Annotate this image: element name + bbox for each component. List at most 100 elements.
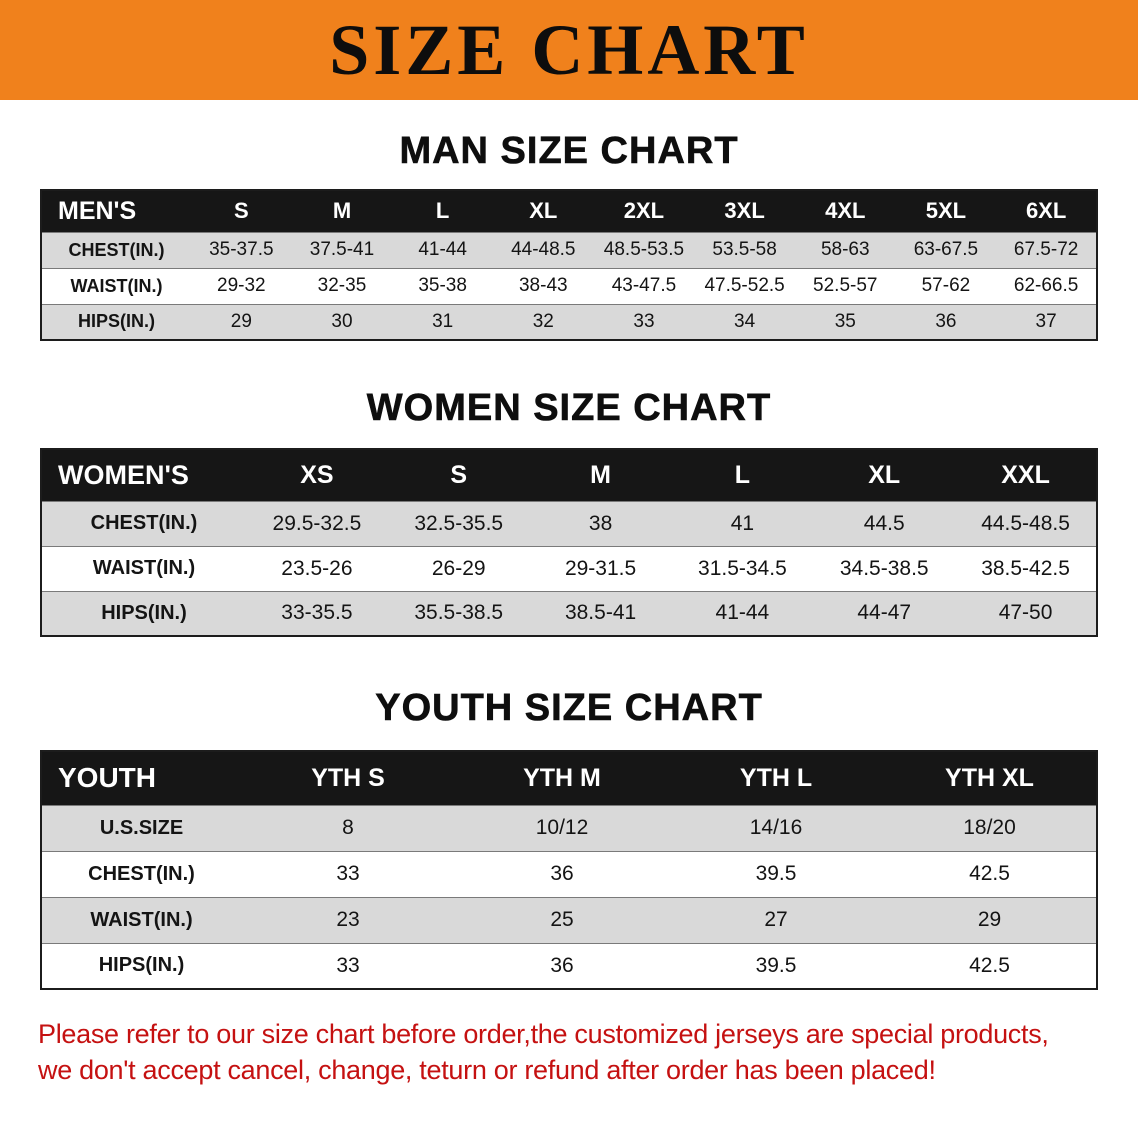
row-label: WAIST(IN.) bbox=[90, 908, 193, 931]
row-label: WAIST(IN.) bbox=[70, 275, 163, 296]
size-value: 35 bbox=[834, 310, 856, 332]
size-value: 63-67.5 bbox=[913, 239, 979, 260]
size-value: 47-50 bbox=[998, 601, 1053, 625]
row-label: WAIST(IN.) bbox=[92, 557, 196, 579]
size-value: 37.5-41 bbox=[309, 239, 375, 260]
size-value: 32.5-35.5 bbox=[414, 511, 504, 535]
size-column-header: L bbox=[671, 449, 814, 501]
size-value: 33-35.5 bbox=[281, 601, 353, 625]
size-column-header: YTH L bbox=[669, 751, 883, 805]
men-section-heading: MAN SIZE CHART bbox=[399, 130, 739, 173]
table-row: WAIST(IN.) 23.5-26 26-29 29-31.5 31.5-34.5 34… bbox=[41, 546, 1097, 591]
size-column-header: YTH XL bbox=[883, 751, 1097, 805]
size-value: 39.5 bbox=[755, 862, 797, 885]
table-row: CHEST(IN.) 33 36 39.5 42.5 bbox=[41, 851, 1097, 897]
size-value: 41-44 bbox=[418, 239, 467, 260]
size-value: 29 bbox=[230, 310, 252, 332]
row-label: HIPS(IN.) bbox=[98, 954, 185, 977]
women-section-heading: WOMEN SIZE CHART bbox=[366, 387, 772, 430]
size-column-header: 4XL bbox=[794, 190, 896, 232]
size-value: 38.5-41 bbox=[564, 601, 637, 625]
size-value: 36 bbox=[550, 953, 574, 977]
size-column-header: M bbox=[529, 449, 672, 501]
size-value: 36 bbox=[935, 310, 957, 332]
size-value: 34 bbox=[734, 310, 756, 332]
size-value: 43-47.5 bbox=[611, 275, 677, 296]
size-value: 44.5 bbox=[863, 511, 905, 535]
size-value: 29 bbox=[977, 908, 1002, 931]
youth-size-section: YOUTH SIZE CHART YOUTH YTH S YTH M YTH L YTH… bbox=[0, 687, 1138, 990]
table-header-row: WOMEN'S XS S M L XL XXL bbox=[41, 449, 1097, 501]
size-value: 53.5-58 bbox=[712, 239, 777, 260]
size-value: 38 bbox=[588, 511, 613, 535]
size-value: 58-63 bbox=[820, 239, 870, 260]
table-corner-label: MEN'S bbox=[41, 190, 191, 232]
size-value: 33 bbox=[336, 862, 360, 885]
size-column-header: XL bbox=[492, 190, 594, 232]
row-label: HIPS(IN.) bbox=[77, 311, 155, 332]
women-size-section: WOMEN SIZE CHART WOMEN'S XS S M L XL XXL CHEST(… bbox=[0, 387, 1138, 637]
table-row: HIPS(IN.) 29 30 31 32 33 34 35 36 37 bbox=[41, 304, 1097, 340]
table-row: WAIST(IN.) 23 25 27 29 bbox=[41, 897, 1097, 943]
size-value: 57-62 bbox=[921, 275, 971, 296]
table-row: HIPS(IN.) 33 36 39.5 42.5 bbox=[41, 943, 1097, 989]
size-column-header: S bbox=[191, 190, 292, 232]
table-row: CHEST(IN.) 35-37.5 37.5-41 41-44 44-48.5 48.5… bbox=[41, 232, 1097, 268]
women-size-table: WOMEN'S XS S M L XL XXL CHEST(IN.) 29.5-32.5 32.5… bbox=[40, 448, 1098, 637]
size-value: 29-32 bbox=[217, 275, 266, 296]
size-column-header: 3XL bbox=[694, 190, 795, 232]
size-value: 27 bbox=[764, 908, 788, 931]
size-value: 33 bbox=[336, 953, 360, 977]
men-size-table: MEN'S S M L XL 2XL 3XL 4XL 5XL 6XL CHEST(IN.) 35-37… bbox=[40, 189, 1098, 341]
size-value: 44-47 bbox=[857, 601, 912, 625]
table-row: U.S.SIZE 8 10/12 14/16 18/20 bbox=[41, 805, 1097, 851]
size-value: 29-31.5 bbox=[564, 556, 637, 580]
size-value: 37 bbox=[1035, 310, 1057, 332]
size-value: 26-29 bbox=[431, 556, 486, 580]
size-value: 31.5-34.5 bbox=[698, 556, 787, 580]
table-row: CHEST(IN.) 29.5-32.5 32.5-35.5 38 41 44.5 44.5… bbox=[41, 501, 1097, 546]
size-value: 10/12 bbox=[535, 816, 589, 839]
size-value: 35-38 bbox=[418, 275, 467, 296]
row-label: CHEST(IN.) bbox=[68, 239, 165, 260]
size-value: 38.5-42.5 bbox=[981, 556, 1070, 580]
size-value: 44.5-48.5 bbox=[981, 511, 1070, 535]
size-value: 23.5-26 bbox=[281, 556, 353, 580]
row-label: CHEST(IN.) bbox=[88, 862, 195, 885]
size-value: 62-66.5 bbox=[1013, 275, 1079, 296]
table-header-row: YOUTH YTH S YTH M YTH L YTH XL bbox=[41, 751, 1097, 805]
size-column-header: XL bbox=[813, 449, 956, 501]
men-size-section: MAN SIZE CHART MEN'S S M L XL 2XL 3XL 4XL 5XL 6XL… bbox=[0, 130, 1138, 341]
table-row: WAIST(IN.) 29-32 32-35 35-38 38-43 43-47.5 47.… bbox=[41, 268, 1097, 304]
size-value: 38-43 bbox=[518, 275, 568, 296]
size-column-header: L bbox=[392, 190, 493, 232]
size-value: 47.5-52.5 bbox=[704, 275, 785, 296]
table-header-row: MEN'S S M L XL 2XL 3XL 4XL 5XL 6XL bbox=[41, 190, 1097, 232]
row-label: HIPS(IN.) bbox=[101, 601, 187, 624]
size-value: 67.5-72 bbox=[1013, 239, 1079, 260]
size-value: 42.5 bbox=[969, 953, 1010, 977]
row-label: CHEST(IN.) bbox=[90, 512, 198, 534]
size-value: 14/16 bbox=[749, 816, 803, 839]
size-value: 32-35 bbox=[317, 275, 367, 296]
banner: SIZE CHART bbox=[0, 0, 1138, 100]
size-value: 35-37.5 bbox=[209, 239, 274, 260]
youth-section-heading: YOUTH SIZE CHART bbox=[375, 687, 763, 730]
size-value: 48.5-53.5 bbox=[603, 239, 685, 260]
size-column-header: XS bbox=[246, 449, 388, 501]
size-value: 25 bbox=[550, 908, 574, 931]
size-column-header: YTH S bbox=[241, 751, 455, 805]
size-value: 41-44 bbox=[715, 601, 770, 625]
table-corner-label: YOUTH bbox=[41, 751, 241, 805]
size-value: 42.5 bbox=[969, 862, 1010, 885]
size-value: 30 bbox=[331, 310, 353, 332]
size-value: 23 bbox=[336, 908, 360, 931]
page-title: SIZE CHART bbox=[329, 10, 809, 90]
size-column-header: YTH M bbox=[455, 751, 669, 805]
size-value: 31 bbox=[432, 310, 454, 332]
size-value: 35.5-38.5 bbox=[414, 601, 504, 625]
size-column-header: M bbox=[291, 190, 393, 232]
size-value: 39.5 bbox=[755, 953, 797, 977]
size-value: 41 bbox=[730, 511, 755, 535]
size-value: 33 bbox=[633, 310, 655, 332]
